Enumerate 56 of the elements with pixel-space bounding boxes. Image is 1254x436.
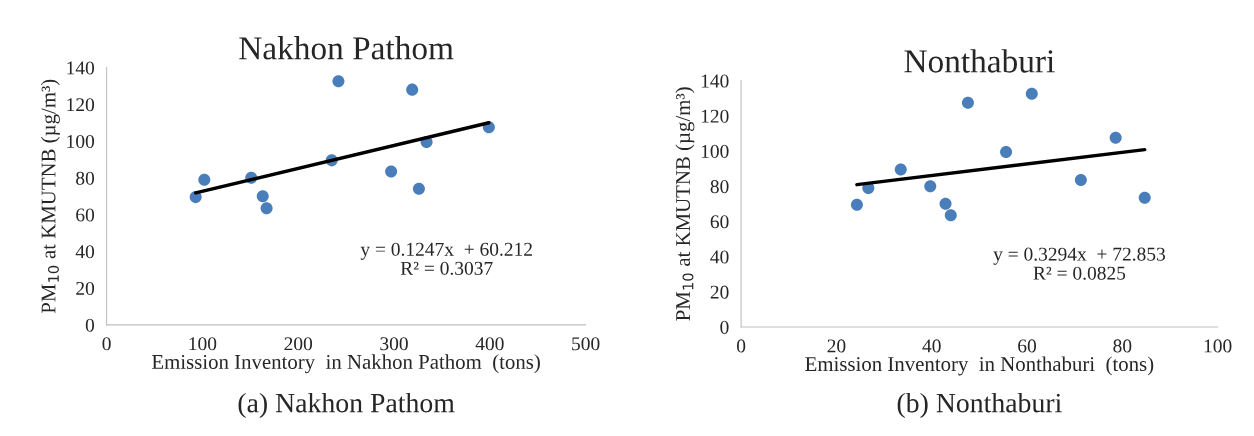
annotation: y = 0.1247x + 60.212 R² = 0.3037 xyxy=(360,242,532,275)
point xyxy=(944,209,957,222)
chart-title: Nonthaburi xyxy=(904,49,1055,73)
x-tick-label: 100 xyxy=(1204,339,1232,353)
chart-title: Nakhon Pathom xyxy=(239,36,454,60)
y-tick-label: 20 xyxy=(76,281,95,296)
y-axis-title: PM$_{10}$ at KMUTNB (µg/m³) xyxy=(40,79,60,314)
y-tick-label: 120 xyxy=(701,109,729,123)
point xyxy=(850,198,863,211)
y-tick-label: 60 xyxy=(710,215,729,229)
point xyxy=(1109,131,1122,144)
x-tick-label: 0 xyxy=(736,339,746,353)
point xyxy=(198,173,211,186)
x-axis-title: Emission Inventory in Nonthaburi (tons) xyxy=(805,356,1154,376)
point xyxy=(332,75,345,88)
point xyxy=(406,83,419,96)
point xyxy=(1025,87,1038,100)
x-tick-label: 60 xyxy=(1018,339,1037,353)
x-tick-label: 0 xyxy=(102,337,111,351)
point xyxy=(1138,191,1151,204)
y-tick-label: 120 xyxy=(67,98,95,112)
y-tick-label: 140 xyxy=(67,61,95,75)
y-tick-label: 80 xyxy=(76,171,95,185)
y-axis-title: PM$_{10}$ at KMUTNB (µg/m³) xyxy=(675,87,695,321)
point xyxy=(894,163,907,176)
point xyxy=(412,182,425,195)
y-tick-label: 0 xyxy=(720,320,729,334)
x-axis-title: Emission Inventory in Nakhon Pathom (tons) xyxy=(151,354,540,374)
y-tick-label: 100 xyxy=(67,134,95,149)
y-tick-label: 80 xyxy=(710,180,729,194)
x-tick-label: 20 xyxy=(827,339,846,353)
annotation: y = 0.3294x + 72.853 R² = 0.0825 xyxy=(993,247,1165,280)
x-tick-label: 500 xyxy=(572,337,600,351)
x-tick-label: 300 xyxy=(380,337,408,351)
point xyxy=(256,190,269,203)
x-tick-label: 80 xyxy=(1113,339,1132,353)
x-tick-label: 40 xyxy=(922,339,941,353)
text: (a) Nakhon Pathom xyxy=(238,392,455,419)
point xyxy=(385,165,398,178)
point xyxy=(1000,145,1013,158)
y-tick-label: 140 xyxy=(701,74,729,88)
point xyxy=(1074,174,1087,187)
x-tick-label: 200 xyxy=(284,337,313,351)
text: (b) Nonthaburi xyxy=(897,392,1062,419)
point xyxy=(924,180,937,193)
y-tick-label: 40 xyxy=(710,250,729,264)
x-tick-label: 100 xyxy=(189,337,217,351)
point xyxy=(260,202,273,215)
y-tick-label: 60 xyxy=(76,208,95,222)
point xyxy=(939,197,952,210)
y-tick-label: 40 xyxy=(75,245,95,259)
y-tick-label: 0 xyxy=(85,318,95,332)
y-tick-label: 100 xyxy=(701,144,729,158)
point xyxy=(961,96,974,109)
x-tick-label: 400 xyxy=(475,337,504,351)
y-tick-label: 20 xyxy=(710,285,729,299)
